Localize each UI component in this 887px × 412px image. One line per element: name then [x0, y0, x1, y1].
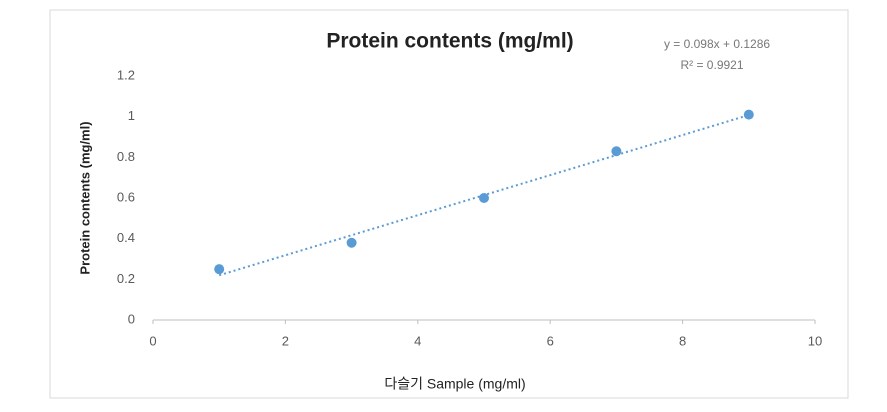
y-tick-label: 0 [128, 311, 135, 326]
x-tick-label: 6 [547, 333, 554, 348]
chart-frame [49, 9, 849, 399]
y-tick-label: 0.4 [117, 230, 135, 245]
y-tick-label: 1 [128, 108, 135, 123]
x-tick-label: 4 [414, 333, 421, 348]
r-squared: R² = 0.9921 [680, 58, 743, 72]
point [214, 264, 225, 275]
equation: y = 0.098x + 0.1286 [664, 37, 770, 51]
x-tick-label: 10 [808, 333, 822, 348]
x-tick-label: 8 [679, 333, 686, 348]
y-axis-label: Protein contents (mg/ml) [77, 121, 92, 274]
point [346, 237, 357, 248]
y-tick-label: 0.6 [117, 189, 135, 204]
y-tick-label: 1.2 [117, 67, 135, 82]
y-tick-label: 0.8 [117, 149, 135, 164]
point [611, 146, 622, 157]
x-tick-label: 2 [282, 333, 289, 348]
point [479, 193, 489, 203]
chart-title: Protein contents (mg/ml) [326, 30, 573, 53]
x-axis-label: 다슬기 Sample (mg/ml) [384, 376, 525, 392]
x-tick-label: 0 [149, 333, 156, 348]
y-tick-label: 0.2 [117, 271, 135, 286]
point [743, 109, 754, 120]
